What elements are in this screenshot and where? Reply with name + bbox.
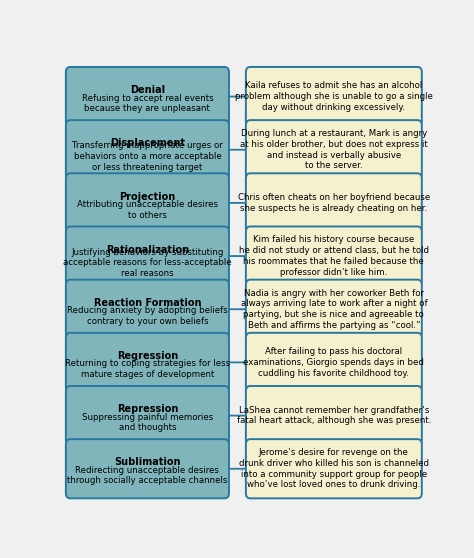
Text: Transferring inappropriate urges or
behaviors onto a more acceptable
or less thr: Transferring inappropriate urges or beha… [72, 141, 223, 172]
FancyBboxPatch shape [246, 333, 422, 392]
Text: Attributing unacceptable desires
to others: Attributing unacceptable desires to othe… [77, 200, 218, 220]
Text: Redirecting unacceptable desires
through socially acceptable channels: Redirecting unacceptable desires through… [67, 466, 228, 485]
Text: Chris often cheats on her boyfriend because
she suspects he is already cheating : Chris often cheats on her boyfriend beca… [238, 193, 430, 213]
Text: Repression: Repression [117, 404, 178, 414]
FancyBboxPatch shape [66, 386, 229, 445]
FancyBboxPatch shape [66, 439, 229, 498]
FancyBboxPatch shape [246, 386, 422, 445]
FancyBboxPatch shape [66, 120, 229, 179]
Text: Reaction Formation: Reaction Formation [94, 298, 201, 308]
Text: Sublimation: Sublimation [114, 458, 181, 468]
FancyBboxPatch shape [66, 280, 229, 339]
Text: Nadia is angry with her coworker Beth for
always arriving late to work after a n: Nadia is angry with her coworker Beth fo… [240, 288, 427, 330]
Text: Projection: Projection [119, 191, 175, 201]
Text: Kaila refuses to admit she has an alcohol
problem although she is unable to go a: Kaila refuses to admit she has an alcoho… [235, 81, 433, 112]
FancyBboxPatch shape [66, 67, 229, 126]
Text: During lunch at a restaurant, Mark is angry
at his older brother, but does not e: During lunch at a restaurant, Mark is an… [240, 129, 428, 170]
Text: Displacement: Displacement [110, 138, 185, 148]
FancyBboxPatch shape [66, 227, 229, 286]
Text: LaShea cannot remember her grandfather’s
fatal heart attack, although she was pr: LaShea cannot remember her grandfather’s… [237, 406, 431, 425]
FancyBboxPatch shape [246, 174, 422, 233]
Text: Rationalization: Rationalization [106, 245, 189, 254]
Text: Reducing anxiety by adopting beliefs
contrary to your own beliefs: Reducing anxiety by adopting beliefs con… [67, 306, 228, 326]
Text: Kim failed his history course because
he did not study or attend class, but he t: Kim failed his history course because he… [239, 235, 429, 277]
FancyBboxPatch shape [66, 174, 229, 233]
FancyBboxPatch shape [246, 439, 422, 498]
FancyBboxPatch shape [246, 280, 422, 339]
Text: Justifying behaviors by substituting
acceptable reasons for less-acceptable
real: Justifying behaviors by substituting acc… [63, 248, 232, 278]
FancyBboxPatch shape [246, 227, 422, 286]
Text: Suppressing painful memories
and thoughts: Suppressing painful memories and thought… [82, 412, 213, 432]
Text: Refusing to accept real events
because they are unpleasant: Refusing to accept real events because t… [82, 94, 213, 113]
FancyBboxPatch shape [246, 67, 422, 126]
Text: Denial: Denial [130, 85, 165, 95]
FancyBboxPatch shape [66, 333, 229, 392]
FancyBboxPatch shape [246, 120, 422, 179]
Text: Returning to coping strategies for less
mature stages of development: Returning to coping strategies for less … [65, 359, 230, 379]
Text: Regression: Regression [117, 351, 178, 361]
Text: After failing to pass his doctoral
examinations, Giorgio spends days in bed
cudd: After failing to pass his doctoral exami… [244, 347, 424, 378]
Text: Jerome’s desire for revenge on the
drunk driver who killed his son is channeled
: Jerome’s desire for revenge on the drunk… [239, 448, 429, 489]
